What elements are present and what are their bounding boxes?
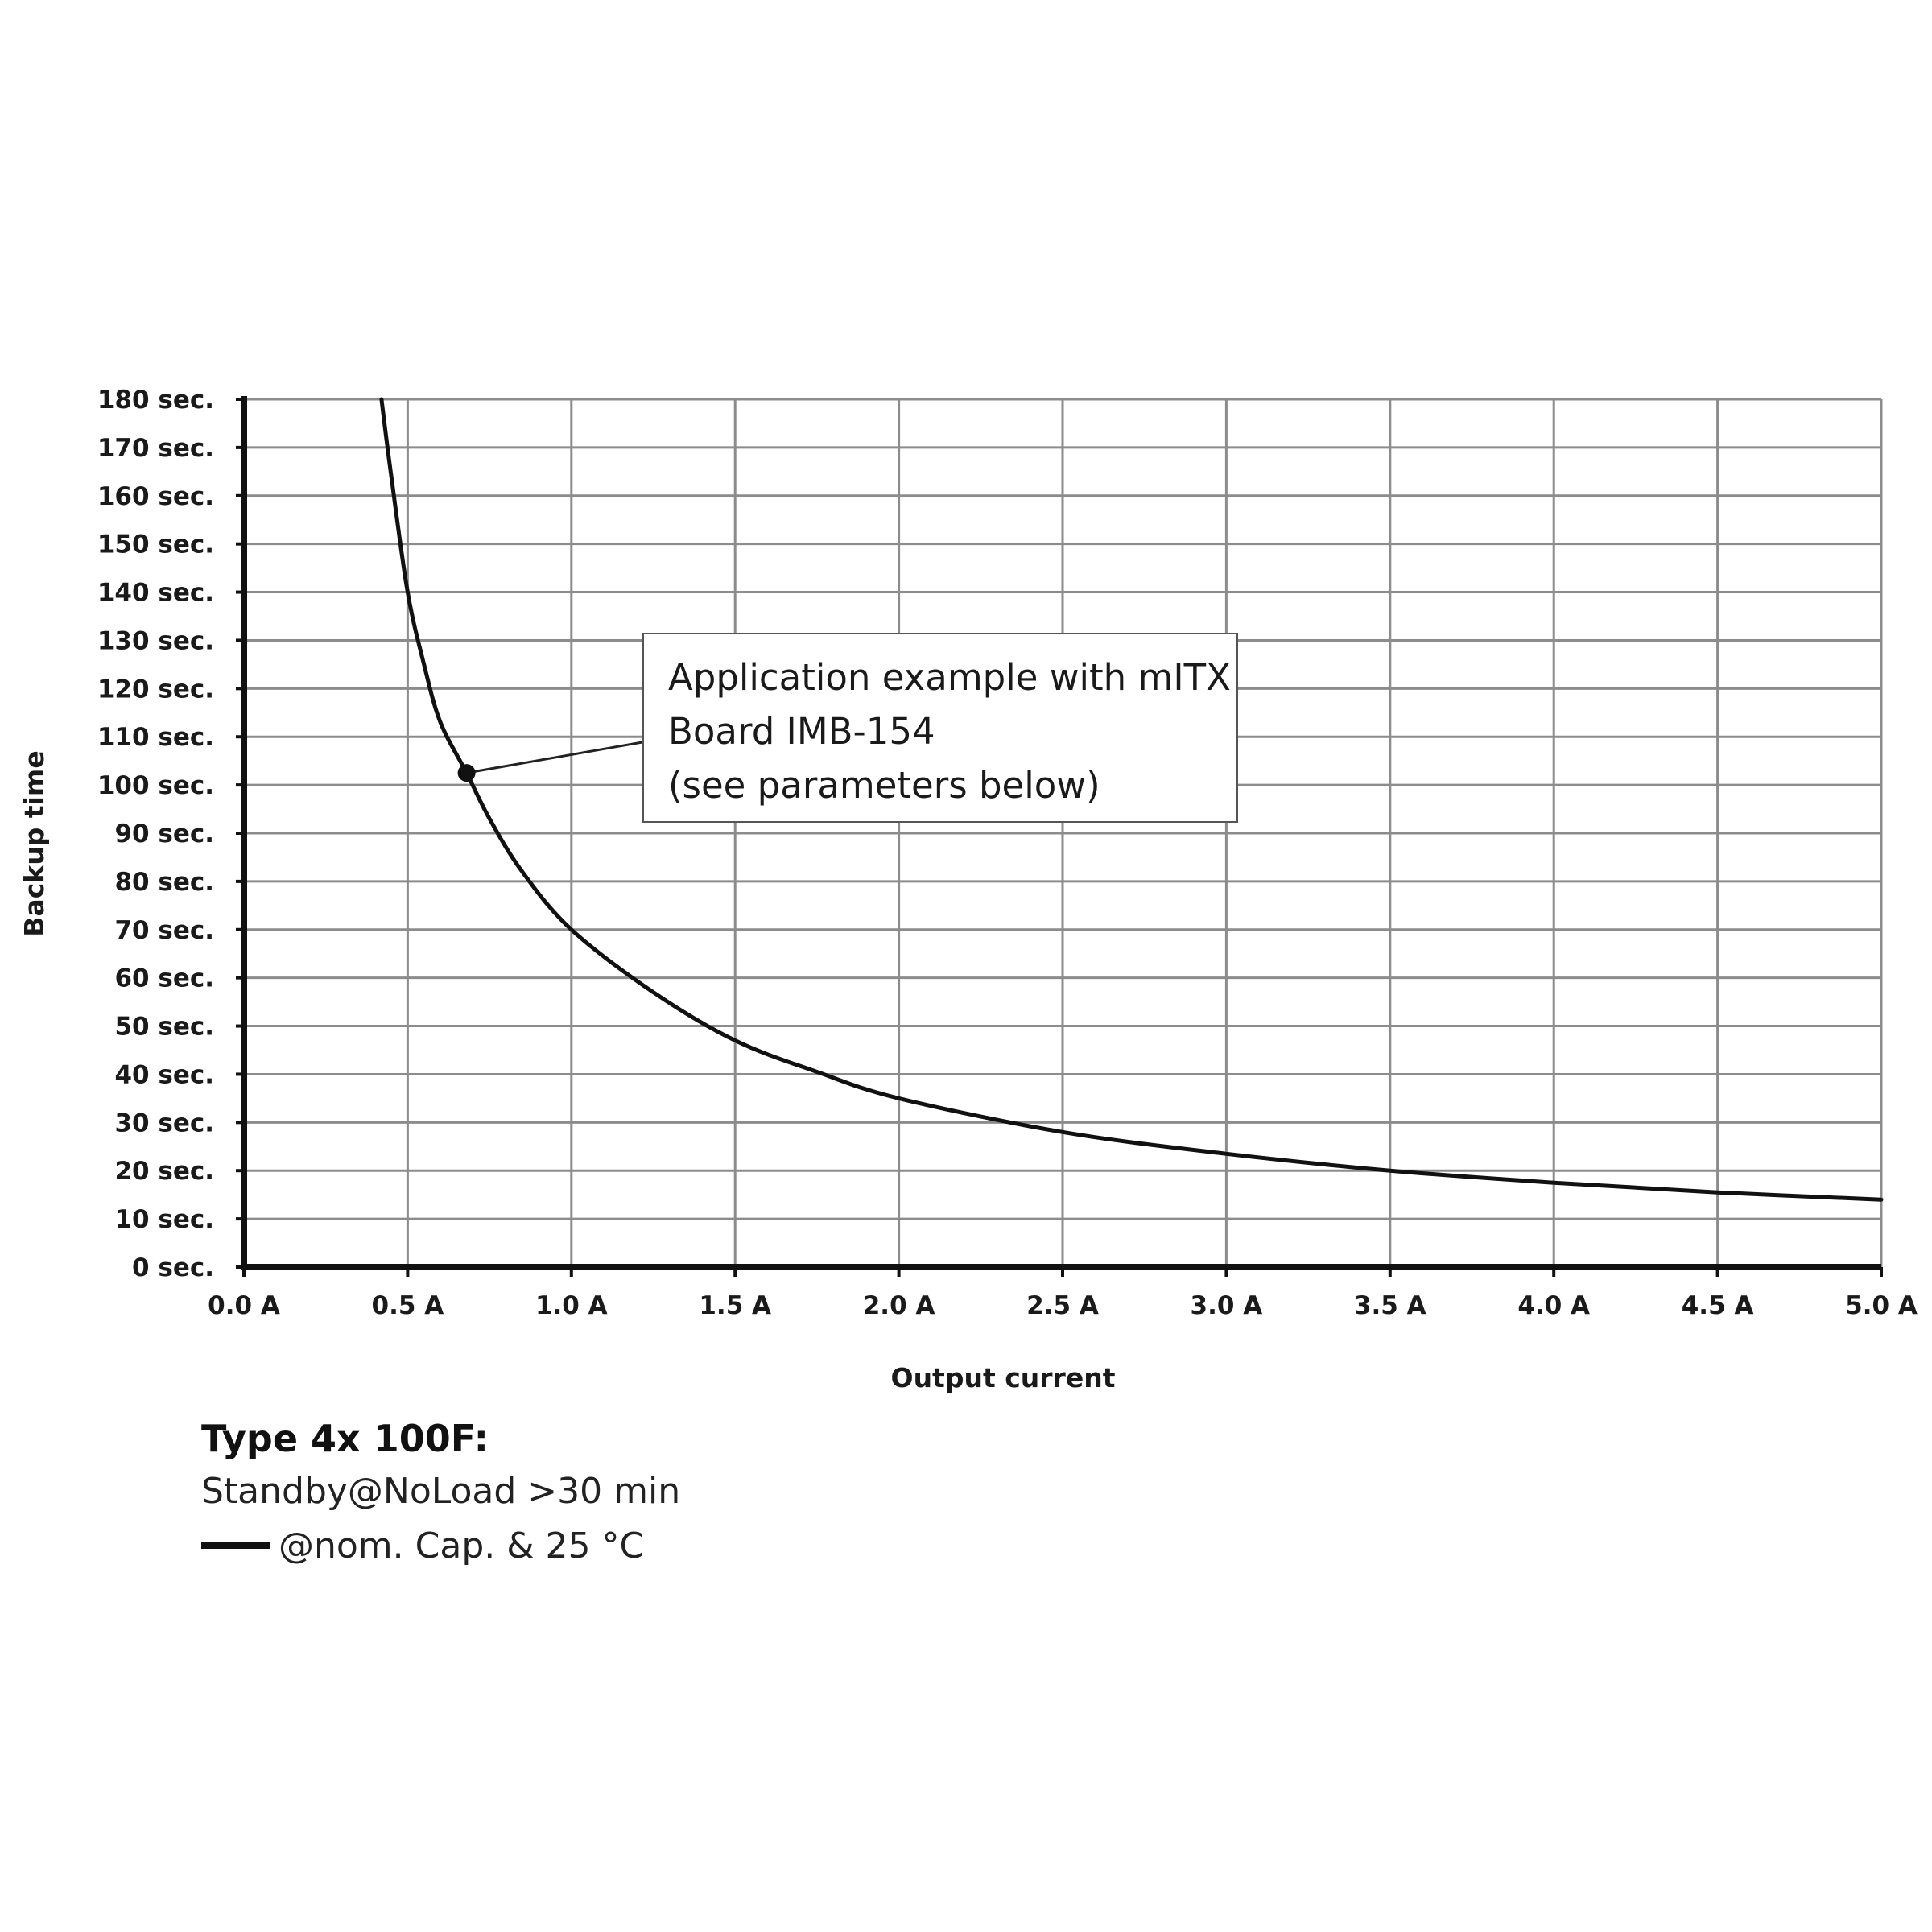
annotation-point	[457, 764, 476, 782]
annotation-layer	[457, 741, 643, 782]
series-layer	[379, 397, 1884, 1202]
y-tick-label: 150 sec.	[97, 530, 214, 559]
legend-swatch	[201, 1541, 270, 1549]
legend-title: Type 4x 100F:	[201, 1417, 489, 1460]
y-tick-label: 30 sec.	[114, 1108, 214, 1137]
grid-layer	[242, 398, 1883, 1269]
annotation-line-3: (see parameters below)	[668, 764, 1100, 807]
x-tick-label: 3.5 A	[1354, 1291, 1426, 1320]
axis-layer	[236, 396, 1883, 1277]
y-tick-label: 170 sec.	[97, 434, 214, 463]
legend-series-entry: @nom. Cap. & 25 °C	[201, 1519, 680, 1574]
y-tick-label: 140 sec.	[97, 579, 214, 608]
y-tick-label: 160 sec.	[97, 482, 214, 511]
y-tick-label: 90 sec.	[114, 819, 214, 848]
x-tick-label: 3.0 A	[1191, 1291, 1263, 1320]
x-tick-label: 2.5 A	[1026, 1291, 1099, 1320]
y-tick-label: 60 sec.	[114, 964, 214, 993]
x-tick-label: 1.0 A	[535, 1291, 608, 1320]
x-tick-label: 4.0 A	[1517, 1291, 1590, 1320]
tick-layer: 0 sec. 10 sec. 20 sec. 30 sec. 40 sec. 50 sec…	[97, 386, 1918, 1320]
annotation-leader-line	[466, 741, 643, 774]
y-tick-label: 40 sec.	[114, 1060, 214, 1089]
y-tick-label: 180 sec.	[97, 386, 214, 415]
annotation-line-2: Board IMB-154	[668, 710, 935, 753]
y-tick-label: 70 sec.	[114, 916, 214, 945]
legend-standby-note: Standby@NoLoad >30 min	[201, 1471, 681, 1512]
x-axis-title: Output current	[891, 1362, 1116, 1393]
x-tick-label: 2.0 A	[863, 1291, 935, 1320]
x-tick-label: 0.5 A	[372, 1291, 444, 1320]
y-tick-label: 20 sec.	[114, 1157, 214, 1186]
x-tick-label: 5.0 A	[1845, 1291, 1918, 1320]
legend: Type 4x 100F: Standby@NoLoad >30 min @no…	[201, 1413, 680, 1574]
x-tick-label: 0.0 A	[208, 1291, 280, 1320]
y-tick-label: 130 sec.	[97, 626, 214, 655]
y-tick-label: 120 sec.	[97, 675, 214, 704]
x-tick-label: 1.5 A	[699, 1291, 771, 1320]
y-tick-label: 110 sec.	[97, 723, 214, 752]
y-tick-label: 50 sec.	[114, 1013, 214, 1042]
x-tick-label: 4.5 A	[1682, 1291, 1754, 1320]
y-tick-label: 10 sec.	[114, 1205, 214, 1234]
y-axis-title: Backup time	[19, 750, 50, 936]
y-tick-label: 100 sec.	[97, 771, 214, 800]
annotation-line-1: Application example with mITX	[668, 656, 1231, 699]
y-tick-label: 80 sec.	[114, 868, 214, 897]
legend-series-label: @nom. Cap. & 25 °C	[279, 1525, 645, 1567]
y-tick-label: 0 sec.	[132, 1253, 214, 1282]
series-line	[379, 397, 1884, 1202]
annotation-callout: Application example with mITX Board IMB-…	[642, 633, 1238, 823]
